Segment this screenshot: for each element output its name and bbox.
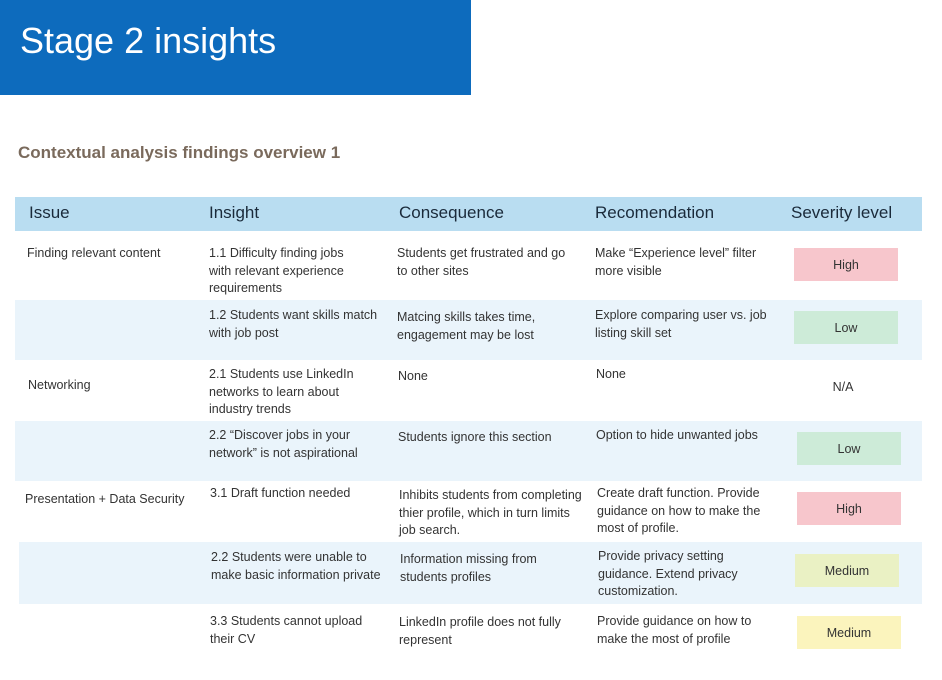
header-severity: Severity level	[791, 203, 893, 222]
insight-cell: 3.3 Students cannot upload their CV	[210, 614, 363, 646]
severity-badge: N/A	[832, 379, 854, 394]
consequence-cell: Students get frustrated and go to other …	[397, 246, 566, 278]
insight-cell: 1.2 Students want skills match with job …	[209, 308, 378, 340]
insight-cell: 1.1 Difficulty finding jobs with relevan…	[209, 246, 344, 295]
severity-badge: Low	[797, 432, 901, 465]
title-banner: Stage 2 insights	[0, 0, 471, 95]
insight-cell: 2.2 Students were unable to make basic i…	[211, 550, 381, 582]
page-title: Stage 2 insights	[20, 20, 277, 61]
consequence-cell: Matcing skills takes time, engagement ma…	[397, 310, 536, 342]
table-row: 2.2 “Discover jobs in your network” is n…	[15, 421, 922, 481]
table-header: Issue Insight Consequence Recomendation …	[15, 197, 922, 231]
insight-cell: 3.1 Draft function needed	[210, 486, 351, 500]
consequence-cell: Information missing from students profil…	[400, 552, 537, 584]
recommendation-cell: None	[596, 367, 626, 381]
severity-badge: High	[794, 248, 898, 281]
header-consequence: Consequence	[399, 203, 504, 222]
table-row: 3.3 Students cannot upload their CV Link…	[15, 606, 922, 666]
table-row: Networking 2.1 Students use LinkedIn net…	[15, 360, 922, 420]
issue-cell: Finding relevant content	[27, 246, 161, 260]
recommendation-cell: Make “Experience level” filter more visi…	[595, 246, 757, 278]
insight-cell: 2.1 Students use LinkedIn networks to le…	[209, 367, 354, 416]
recommendation-cell: Provide privacy setting guidance. Extend…	[598, 549, 738, 598]
table-row: 2.2 Students were unable to make basic i…	[19, 542, 922, 604]
table-row: Finding relevant content 1.1 Difficulty …	[15, 237, 922, 297]
header-recommendation: Recomendation	[595, 203, 715, 222]
severity-badge: Medium	[795, 554, 899, 587]
consequence-cell: LinkedIn profile does not fully represen…	[399, 615, 561, 647]
severity-badge: High	[797, 492, 901, 525]
severity-badge: Low	[794, 311, 898, 344]
recommendation-cell: Create draft function. Provide guidance …	[597, 486, 761, 535]
recommendation-cell: Option to hide unwanted jobs	[596, 428, 758, 442]
consequence-cell: Students ignore this section	[398, 430, 552, 444]
issue-cell: Networking	[28, 378, 91, 392]
header-insight: Insight	[209, 203, 260, 222]
consequence-cell: None	[398, 369, 428, 383]
recommendation-cell: Explore comparing user vs. job listing s…	[595, 308, 767, 340]
insight-cell: 2.2 “Discover jobs in your network” is n…	[209, 428, 358, 460]
issue-cell: Presentation + Data Security	[25, 492, 185, 506]
section-subtitle: Contextual analysis findings overview 1	[18, 143, 341, 162]
severity-badge: Medium	[797, 616, 901, 649]
consequence-cell: Inhibits students from completing thier …	[399, 488, 582, 537]
header-issue: Issue	[29, 203, 70, 222]
table-row: 1.2 Students want skills match with job …	[15, 300, 922, 360]
recommendation-cell: Provide guidance on how to make the most…	[597, 614, 752, 646]
table-row: Presentation + Data Security 3.1 Draft f…	[15, 481, 922, 541]
